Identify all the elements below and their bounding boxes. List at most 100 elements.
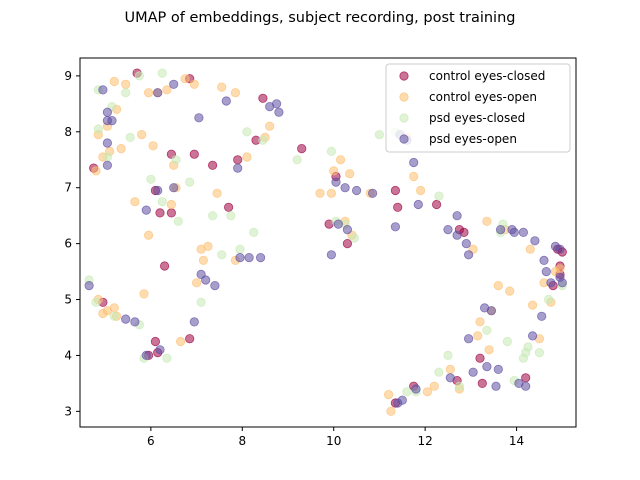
- data-point: [527, 331, 538, 341]
- data-point: [477, 378, 487, 388]
- data-point: [463, 334, 474, 344]
- data-point: [393, 398, 403, 408]
- data-point: [84, 280, 94, 291]
- data-point: [539, 255, 549, 265]
- legend-item: control eyes-closed: [399, 69, 545, 83]
- data-point: [189, 79, 199, 89]
- y-tick-label: 9: [64, 69, 72, 83]
- data-point: [242, 152, 252, 162]
- data-point: [144, 88, 154, 98]
- data-point: [230, 88, 240, 98]
- data-point: [523, 342, 533, 352]
- data-point: [429, 381, 439, 391]
- data-point: [198, 255, 208, 265]
- data-point: [555, 244, 565, 254]
- data-point: [162, 353, 172, 363]
- data-point: [176, 336, 186, 347]
- data-point: [525, 244, 535, 254]
- data-point: [541, 266, 551, 277]
- data-point: [224, 202, 234, 212]
- data-point: [557, 278, 567, 288]
- legend-label: control eyes-open: [429, 90, 537, 104]
- data-point: [233, 163, 243, 173]
- data-point: [345, 169, 355, 179]
- x-tick-label: 6: [147, 434, 155, 448]
- data-point: [390, 222, 400, 232]
- data-point: [102, 138, 113, 148]
- data-point: [326, 188, 336, 198]
- y-tick-label: 8: [64, 125, 72, 139]
- data-point: [333, 219, 343, 229]
- y-tick-label: 5: [64, 293, 72, 307]
- data-point: [146, 174, 156, 184]
- data-point: [91, 166, 101, 176]
- data-point: [258, 135, 268, 145]
- data-point: [546, 278, 556, 288]
- data-point: [454, 381, 464, 391]
- data-point: [329, 166, 339, 176]
- data-point: [171, 155, 181, 165]
- legend-marker: [399, 113, 409, 123]
- data-point: [386, 406, 396, 416]
- data-point: [482, 325, 492, 335]
- data-point: [169, 79, 179, 89]
- data-point: [434, 191, 444, 201]
- data-point: [203, 241, 213, 251]
- data-point: [157, 197, 167, 207]
- x-tick-label: 8: [238, 434, 246, 448]
- y-tick-label: 7: [64, 181, 72, 195]
- data-point: [150, 336, 160, 347]
- data-point: [463, 250, 474, 260]
- data-point: [125, 132, 135, 142]
- data-point: [475, 317, 485, 327]
- data-point: [493, 280, 503, 291]
- data-point: [493, 364, 503, 374]
- data-point: [434, 367, 444, 377]
- data-point: [192, 278, 202, 288]
- data-point: [505, 286, 515, 296]
- data-point: [221, 96, 231, 106]
- x-tick-label: 12: [418, 434, 433, 448]
- data-point: [166, 208, 176, 218]
- data-point: [374, 130, 384, 140]
- legend-box: [385, 63, 571, 153]
- data-point: [335, 155, 346, 165]
- data-point: [130, 317, 140, 327]
- data-point: [233, 155, 243, 165]
- data-point: [194, 113, 204, 123]
- y-tick-label: 6: [64, 237, 72, 251]
- data-point: [180, 74, 190, 84]
- data-point: [155, 208, 165, 218]
- data-point: [134, 71, 144, 81]
- data-point: [326, 146, 336, 156]
- data-point: [98, 308, 108, 319]
- data-point: [383, 389, 394, 400]
- data-point: [482, 361, 492, 372]
- data-point: [351, 185, 362, 196]
- legend-label: psd eyes-open: [429, 132, 517, 146]
- data-point: [121, 88, 131, 98]
- data-point: [141, 350, 151, 360]
- data-point: [431, 199, 442, 210]
- data-point: [443, 350, 453, 360]
- data-point: [527, 300, 538, 310]
- data-point: [208, 211, 218, 221]
- data-point: [121, 314, 131, 324]
- data-point: [217, 250, 227, 260]
- data-point: [342, 239, 352, 249]
- data-point: [109, 303, 119, 313]
- data-point: [235, 253, 245, 263]
- x-tick-label: 14: [509, 434, 524, 448]
- data-point: [479, 303, 490, 313]
- x-axis: 6 8 10 12 14: [147, 427, 524, 448]
- data-point: [144, 230, 154, 240]
- data-point: [349, 233, 359, 243]
- data-point: [208, 160, 218, 170]
- data-point: [166, 199, 176, 210]
- data-point: [482, 216, 492, 226]
- data-point: [93, 124, 103, 134]
- y-tick-label: 4: [64, 348, 72, 362]
- data-point: [468, 367, 478, 377]
- data-point: [409, 157, 419, 168]
